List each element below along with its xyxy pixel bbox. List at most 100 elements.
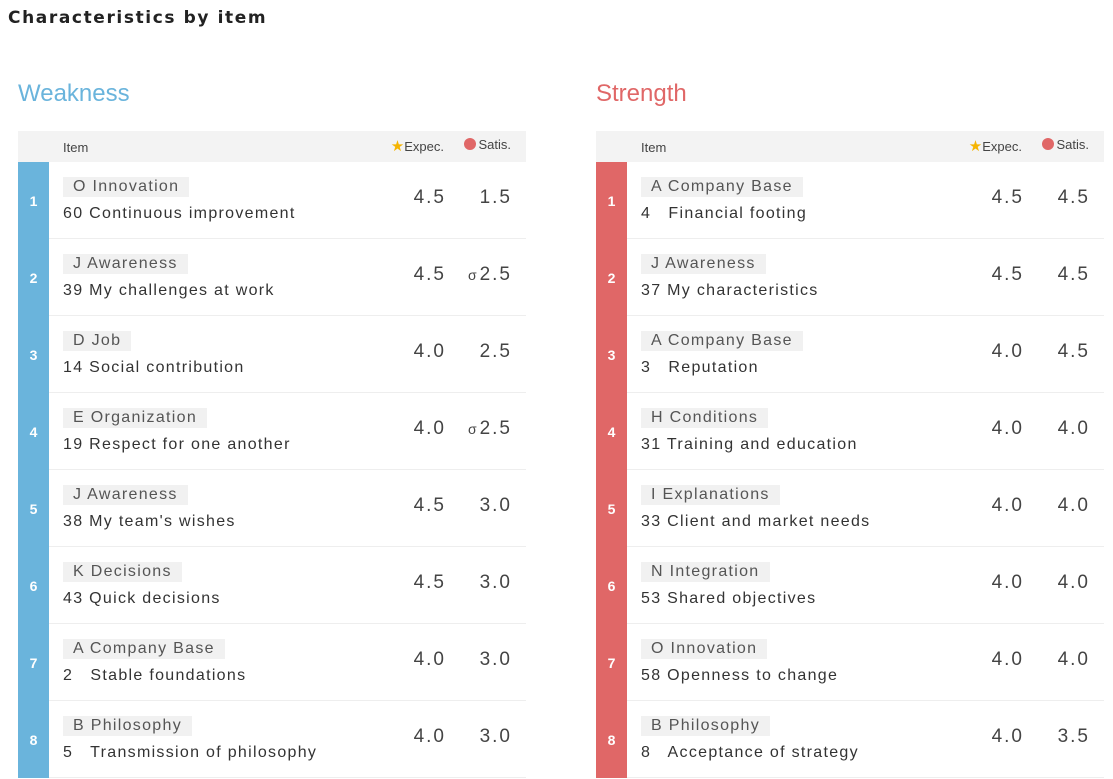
weakness-panel: Weakness Item ★Expec. Satis. 1 O Innovat… (18, 80, 526, 778)
satis-number: 3.0 (479, 649, 512, 670)
table-row[interactable]: 6 K Decisions 43 Quick decisions 4.5 3.0 (18, 547, 526, 624)
rank-badge: 6 (596, 547, 627, 624)
strength-panel: Strength Item ★Expec. Satis. 1 A Company… (596, 80, 1104, 778)
table-row[interactable]: 4 H Conditions 31 Training and education… (596, 393, 1104, 470)
expec-value: 4.5 (991, 187, 1024, 208)
category-tag: K Decisions (63, 562, 182, 582)
satis-value: 3.0 (480, 572, 512, 594)
table-header: Item ★Expec. Satis. (596, 131, 1104, 162)
satis-number: 2.5 (479, 341, 512, 362)
satis-number: 4.0 (1057, 649, 1090, 670)
circle-icon (464, 138, 477, 150)
page-title: Characteristics by item (8, 8, 268, 28)
table-row[interactable]: 4 E Organization 19 Respect for one anot… (18, 393, 526, 470)
table-row[interactable]: 8 B Philosophy 8 Acceptance of strategy … (596, 701, 1104, 778)
satis-number: 1.5 (479, 187, 512, 208)
category-tag: E Organization (63, 408, 208, 428)
satis-value: 4.0 (1058, 495, 1090, 517)
rank-badge: 1 (18, 162, 49, 239)
expec-value: 4.0 (413, 341, 446, 362)
satis-number: 4.0 (1057, 418, 1090, 439)
table-row[interactable]: 1 O Innovation 60 Continuous improvement… (18, 162, 526, 239)
satis-value: 4.0 (1058, 649, 1090, 671)
satis-value: 3.0 (480, 726, 512, 748)
expec-value: 4.5 (413, 495, 446, 516)
category-tag: D Job (63, 331, 132, 351)
satis-number: 4.5 (1057, 341, 1090, 362)
header-satis-label: Satis. (478, 137, 511, 152)
table-row[interactable]: 7 A Company Base 2 Stable foundations 4.… (18, 624, 526, 701)
table-row[interactable]: 5 I Explanations 33 Client and market ne… (596, 470, 1104, 547)
header-expec-label: Expec. (404, 139, 444, 154)
rank-badge: 7 (596, 624, 627, 701)
satis-value: σ 2.5 (468, 418, 512, 440)
item-name: 60 Continuous improvement (63, 205, 296, 222)
category-tag: N Integration (641, 562, 770, 582)
satis-value: 4.0 (1058, 418, 1090, 440)
item-name: 33 Client and market needs (641, 513, 871, 530)
expec-value: 4.5 (413, 264, 446, 285)
table-row[interactable]: 5 J Awareness 38 My team's wishes 4.5 3.… (18, 470, 526, 547)
category-tag: O Innovation (641, 639, 768, 659)
satis-value: 4.5 (1058, 187, 1090, 209)
rank-badge: 4 (596, 393, 627, 470)
header-expec[interactable]: ★Expec. (969, 137, 1022, 155)
star-icon: ★ (968, 138, 983, 155)
satis-number: 3.0 (479, 572, 512, 593)
expec-value: 4.5 (991, 264, 1024, 285)
expec-value: 4.5 (413, 572, 446, 593)
rank-badge: 3 (596, 316, 627, 393)
header-item: Item (641, 140, 667, 155)
header-item: Item (63, 140, 89, 155)
satis-number: 2.5 (479, 418, 512, 439)
expec-value: 4.0 (991, 495, 1024, 516)
rank-badge: 8 (18, 701, 49, 778)
category-tag: A Company Base (641, 331, 803, 351)
circle-icon (1042, 138, 1055, 150)
satis-number: 3.0 (479, 726, 512, 747)
expec-value: 4.0 (991, 726, 1024, 747)
rank-badge: 4 (18, 393, 49, 470)
category-tag: J Awareness (63, 485, 188, 505)
header-expec[interactable]: ★Expec. (391, 137, 444, 155)
category-tag: I Explanations (641, 485, 780, 505)
item-name: 3 Reputation (641, 359, 759, 376)
rank-badge: 3 (18, 316, 49, 393)
header-satis[interactable]: Satis. (464, 137, 511, 152)
satis-value: 4.5 (1058, 264, 1090, 286)
table-row[interactable]: 2 J Awareness 37 My characteristics 4.5 … (596, 239, 1104, 316)
satis-value: 3.0 (480, 495, 512, 517)
rank-badge: 2 (596, 239, 627, 316)
satis-value: 3.0 (480, 649, 512, 671)
header-satis-label: Satis. (1056, 137, 1089, 152)
satis-value: 4.0 (1058, 572, 1090, 594)
rank-badge: 5 (596, 470, 627, 547)
expec-value: 4.5 (413, 187, 446, 208)
rank-badge: 5 (18, 470, 49, 547)
table-row[interactable]: 3 A Company Base 3 Reputation 4.0 4.5 (596, 316, 1104, 393)
sigma-icon: σ (467, 421, 477, 437)
satis-value: 2.5 (480, 341, 512, 363)
header-satis[interactable]: Satis. (1042, 137, 1089, 152)
satis-number: 4.5 (1057, 187, 1090, 208)
item-name: 2 Stable foundations (63, 667, 247, 684)
rank-badge: 7 (18, 624, 49, 701)
table-row[interactable]: 7 O Innovation 58 Openness to change 4.0… (596, 624, 1104, 701)
item-name: 4 Financial footing (641, 205, 808, 222)
item-name: 43 Quick decisions (63, 590, 221, 607)
table-header: Item ★Expec. Satis. (18, 131, 526, 162)
weakness-title: Weakness (18, 80, 130, 107)
table-row[interactable]: 1 A Company Base 4 Financial footing 4.5… (596, 162, 1104, 239)
star-icon: ★ (390, 138, 405, 155)
item-name: 37 My characteristics (641, 282, 819, 299)
header-expec-label: Expec. (982, 139, 1022, 154)
table-row[interactable]: 8 B Philosophy 5 Transmission of philoso… (18, 701, 526, 778)
category-tag: B Philosophy (63, 716, 192, 736)
table-row[interactable]: 3 D Job 14 Social contribution 4.0 2.5 (18, 316, 526, 393)
satis-number: 3.0 (479, 495, 512, 516)
expec-value: 4.0 (413, 418, 446, 439)
rank-badge: 8 (596, 701, 627, 778)
category-tag: A Company Base (641, 177, 803, 197)
table-row[interactable]: 2 J Awareness 39 My challenges at work 4… (18, 239, 526, 316)
table-row[interactable]: 6 N Integration 53 Shared objectives 4.0… (596, 547, 1104, 624)
